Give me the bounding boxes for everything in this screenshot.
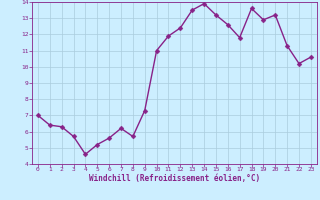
X-axis label: Windchill (Refroidissement éolien,°C): Windchill (Refroidissement éolien,°C) <box>89 174 260 183</box>
